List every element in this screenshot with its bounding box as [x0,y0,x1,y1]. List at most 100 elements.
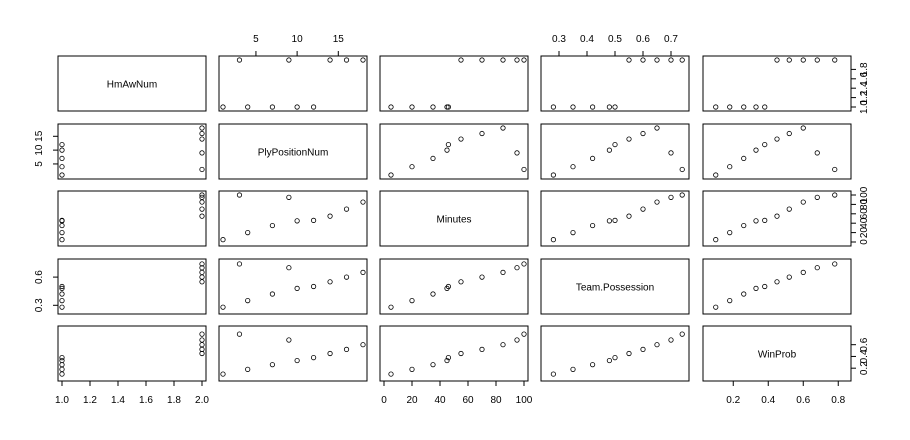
point [409,297,415,304]
point [550,172,557,178]
point [269,222,276,229]
point [786,206,792,212]
panel-1-2 [379,123,529,180]
diag-label: PlyPositionNum [258,148,329,159]
tick-label: 10 [292,34,304,45]
point [343,57,350,63]
point [762,104,768,110]
tick-label: 1.2 [83,395,97,406]
tick-label: 0.8 [831,395,845,406]
point [343,274,350,280]
point [589,104,596,110]
point [500,57,506,63]
tick-label: 0.6 [796,395,810,406]
point [500,269,506,275]
point [606,218,613,224]
point [245,297,251,304]
point [286,194,292,200]
point [343,206,350,212]
panel-4-1 [218,325,368,382]
point [800,199,806,205]
point [199,342,205,348]
point [762,283,768,290]
point [59,155,65,162]
panel-3-4 [702,258,852,315]
point [762,217,768,223]
point [199,194,205,200]
tick-label: 15 [34,130,45,142]
point [800,57,806,63]
point [668,194,674,200]
point [589,362,596,368]
point [458,350,464,357]
point [445,141,451,148]
point [59,285,65,291]
tick-label: 40 [859,217,870,229]
panel-1-0 [57,123,207,180]
point [327,57,333,63]
point [800,269,806,275]
point [741,104,747,110]
panel-3-3 [540,258,690,315]
point [199,265,205,271]
point [640,130,646,137]
tick-label: 1.6 [139,395,153,406]
tick-label: 0.2 [726,395,740,406]
diag-label: Minutes [436,215,471,226]
point [654,57,660,63]
tick-label: 2.0 [195,395,209,406]
point [343,346,350,352]
point [786,130,792,137]
point [199,274,205,280]
point [814,265,820,271]
point [199,269,205,275]
point [589,155,596,162]
panel-2-3 [540,190,690,247]
point [832,57,838,63]
point [269,291,276,297]
tick-label: 0.4 [761,395,775,406]
panel-3-2 [379,258,529,315]
point [59,164,65,170]
point [199,261,205,267]
tick-label: 0.4 [859,349,870,363]
point [59,355,65,361]
point [430,104,436,110]
point [521,331,527,337]
point [727,104,733,110]
point [479,130,485,137]
point [741,222,747,229]
point [199,125,205,131]
point [199,136,205,142]
point [409,366,415,372]
point [310,217,317,223]
point [626,57,632,63]
tick-label: 60 [462,395,474,406]
point [59,291,65,297]
tick-label: 0.7 [664,34,678,45]
point [514,265,520,271]
point [59,297,65,304]
panel-2-1 [218,190,368,247]
point [550,104,557,110]
point [445,104,451,110]
panel-1-4 [702,123,852,180]
point [236,192,243,198]
point [570,104,576,110]
tick-label: 0.5 [608,34,622,45]
point [606,147,613,153]
point [753,104,759,110]
point [286,57,292,63]
diag-label: Team.Possession [576,283,654,294]
tick-label: 0.3 [34,298,45,312]
point [479,346,485,352]
point [814,150,820,156]
point [199,150,205,156]
tick-label: 0.4 [580,34,594,45]
tick-label: 1.2 [859,90,870,104]
tick-label: 80 [859,198,870,210]
point [668,150,674,156]
point [294,285,300,291]
point [360,342,366,348]
